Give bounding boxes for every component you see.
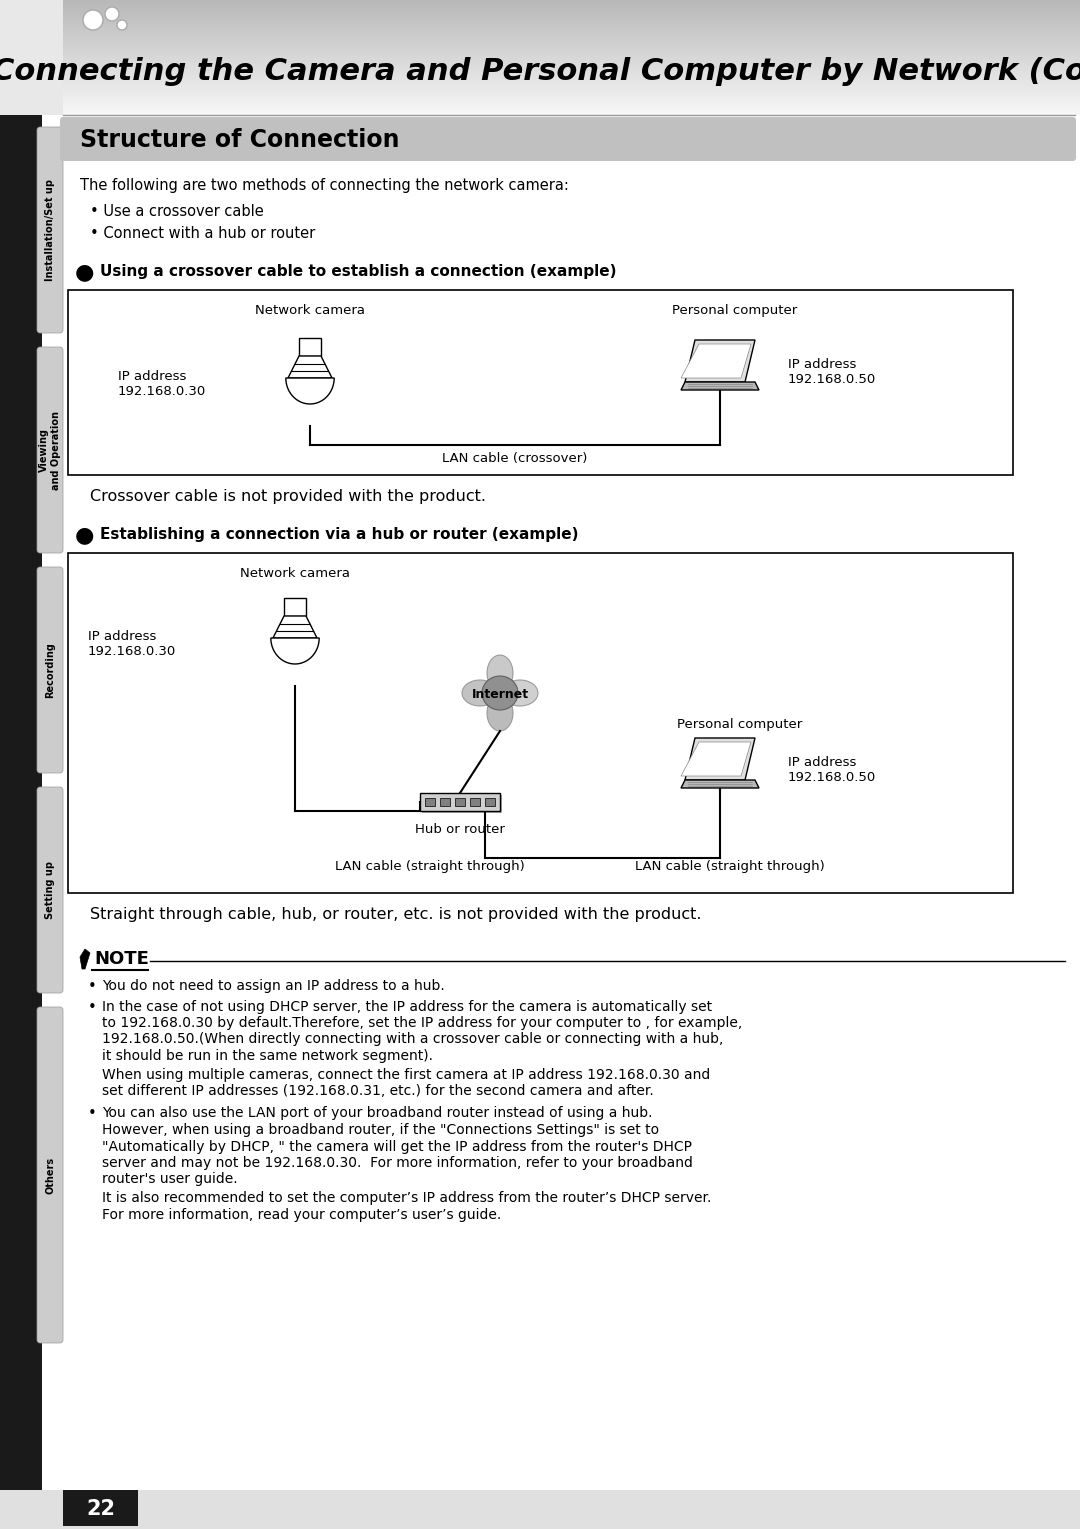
Text: LAN cable (straight through): LAN cable (straight through) [635,859,825,873]
Bar [299,338,321,356]
Bar [455,798,465,806]
Text: Setting up: Setting up [45,861,55,919]
Text: It is also recommended to set the computer’s IP address from the router’s DHCP s: It is also recommended to set the comput… [102,1191,712,1205]
Text: You do not need to assign an IP address to a hub.: You do not need to assign an IP address … [102,979,445,992]
Text: You can also use the LAN port of your broadband router instead of using a hub.: You can also use the LAN port of your br… [102,1107,652,1121]
Bar [0,0,63,115]
Text: "Automatically by DHCP, " the camera will get the IP address from the router's D: "Automatically by DHCP, " the camera wil… [102,1139,692,1153]
Text: LAN cable (straight through): LAN cable (straight through) [335,859,525,873]
Text: Straight through cable, hub, or router, etc. is not provided with the product.: Straight through cable, hub, or router, … [90,907,702,922]
Text: Connecting the Camera and Personal Computer by Network (Cont.): Connecting the Camera and Personal Compu… [0,58,1080,87]
Text: 192.168.0.50: 192.168.0.50 [788,771,876,784]
Bar [426,798,435,806]
Bar [470,798,480,806]
FancyBboxPatch shape [37,787,63,992]
Text: set different IP addresses (192.168.0.31, etc.) for the second camera and after.: set different IP addresses (192.168.0.31… [102,1084,653,1098]
Text: Network camera: Network camera [240,567,350,579]
Text: Personal computer: Personal computer [673,304,798,317]
Text: Viewing
and Operation: Viewing and Operation [39,410,60,489]
Text: it should be run in the same network segment).: it should be run in the same network seg… [102,1049,433,1063]
Text: ●: ● [75,261,94,281]
Polygon shape [681,344,751,378]
Bar [0,115,42,1529]
Circle shape [105,8,119,21]
Polygon shape [271,638,320,664]
Text: When using multiple cameras, connect the first camera at IP address 192.168.0.30: When using multiple cameras, connect the… [102,1067,711,1081]
Bar [68,553,1013,893]
Polygon shape [681,780,759,787]
Text: LAN cable (crossover): LAN cable (crossover) [443,453,588,465]
Text: IP address: IP address [788,755,856,769]
Text: 192.168.0.50.(When directly connecting with a crossover cable or connecting with: 192.168.0.50.(When directly connecting w… [102,1032,724,1046]
Bar [0,1489,1080,1529]
FancyBboxPatch shape [37,347,63,553]
FancyBboxPatch shape [37,1008,63,1342]
Text: IP address: IP address [788,358,856,372]
FancyBboxPatch shape [60,118,1076,161]
Bar [422,795,502,813]
Bar [420,794,500,810]
Circle shape [83,11,103,31]
Text: Hub or router: Hub or router [415,823,505,836]
Polygon shape [288,356,332,378]
Text: router's user guide.: router's user guide. [102,1173,238,1187]
Ellipse shape [502,680,538,706]
Polygon shape [286,378,334,404]
Text: • Use a crossover cable: • Use a crossover cable [90,203,264,219]
Text: 192.168.0.50: 192.168.0.50 [788,373,876,385]
Text: However, when using a broadband router, if the "Connections Settings" is set to: However, when using a broadband router, … [102,1122,659,1138]
Polygon shape [80,950,90,969]
Text: Establishing a connection via a hub or router (example): Establishing a connection via a hub or r… [100,528,579,541]
Polygon shape [685,739,755,780]
Bar [440,798,450,806]
Circle shape [117,20,127,31]
Text: For more information, read your computer’s user’s guide.: For more information, read your computer… [102,1208,501,1222]
Bar [284,598,306,616]
Text: server and may not be 192.168.0.30.  For more information, refer to your broadba: server and may not be 192.168.0.30. For … [102,1156,693,1170]
Text: 192.168.0.30: 192.168.0.30 [87,645,176,657]
Bar [485,798,495,806]
FancyBboxPatch shape [37,567,63,774]
Text: Personal computer: Personal computer [677,719,802,731]
Polygon shape [273,616,318,638]
Text: In the case of not using DHCP server, the IP address for the camera is automatic: In the case of not using DHCP server, th… [102,1000,712,1014]
Text: Installation/Set up: Installation/Set up [45,179,55,281]
Text: NOTE: NOTE [94,950,149,968]
Text: Others: Others [45,1156,55,1194]
Ellipse shape [487,696,513,731]
Text: IP address: IP address [87,630,157,644]
Text: to 192.168.0.30 by default.​Therefore, set the IP address for your computer to ,: to 192.168.0.30 by default.​Therefore, s… [102,1015,742,1031]
Polygon shape [685,339,755,382]
Text: Internet: Internet [472,688,528,702]
Text: Recording: Recording [45,642,55,697]
Text: •: • [87,1107,97,1121]
Text: Crossover cable is not provided with the product.: Crossover cable is not provided with the… [90,489,486,505]
Text: • Connect with a hub or router: • Connect with a hub or router [90,226,315,242]
Bar [68,291,1013,476]
Text: 22: 22 [86,1498,114,1518]
Text: Using a crossover cable to establish a connection (example): Using a crossover cable to establish a c… [100,265,617,278]
Text: The following are two methods of connecting the network camera:: The following are two methods of connect… [80,177,569,193]
Text: 192.168.0.30: 192.168.0.30 [118,385,206,398]
Text: •: • [87,1000,97,1015]
Ellipse shape [462,680,498,706]
Polygon shape [681,742,751,777]
Text: •: • [87,979,97,994]
Text: IP address: IP address [118,370,187,382]
Polygon shape [681,382,759,390]
Ellipse shape [482,676,518,709]
FancyBboxPatch shape [37,127,63,333]
Text: Network camera: Network camera [255,304,365,317]
Bar [63,1489,138,1526]
Text: ●: ● [75,524,94,544]
Ellipse shape [487,654,513,691]
Text: Structure of Connection: Structure of Connection [80,128,400,151]
